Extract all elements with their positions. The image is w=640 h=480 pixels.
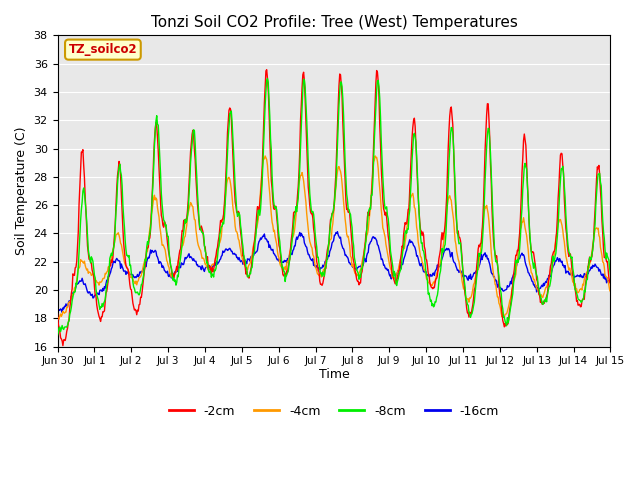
X-axis label: Time: Time [319,368,349,381]
Legend: -2cm, -4cm, -8cm, -16cm: -2cm, -4cm, -8cm, -16cm [164,400,504,423]
Text: TZ_soilco2: TZ_soilco2 [68,43,137,56]
Y-axis label: Soil Temperature (C): Soil Temperature (C) [15,127,28,255]
Title: Tonzi Soil CO2 Profile: Tree (West) Temperatures: Tonzi Soil CO2 Profile: Tree (West) Temp… [150,15,517,30]
